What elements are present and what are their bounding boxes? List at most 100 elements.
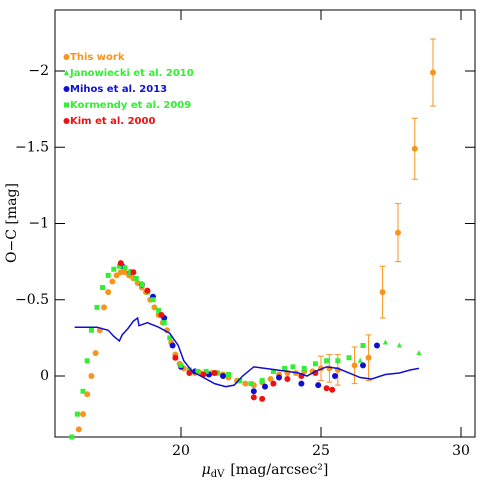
data-point xyxy=(351,362,358,369)
y-tick-label: −0.5 xyxy=(15,292,49,308)
data-point xyxy=(172,354,179,361)
data-point xyxy=(324,358,330,364)
data-point xyxy=(100,285,106,291)
legend-item: Kormendy et al. 2009 xyxy=(64,100,191,111)
data-point xyxy=(84,358,90,364)
y-tick-label: −1 xyxy=(28,216,49,232)
data-point xyxy=(284,376,291,383)
data-point xyxy=(290,364,296,370)
x-tick-label: 20 xyxy=(172,443,190,459)
x-label-unit: [mag/arcsec²] xyxy=(230,462,328,478)
y-axis-label: O−C [mag] xyxy=(4,183,20,263)
data-point xyxy=(329,386,336,393)
data-point xyxy=(220,373,226,379)
data-point xyxy=(150,297,156,303)
data-point xyxy=(139,282,145,287)
data-point xyxy=(80,411,86,418)
data-point xyxy=(270,380,277,387)
data-point xyxy=(122,265,128,271)
data-point xyxy=(158,312,165,318)
data-point xyxy=(411,145,418,152)
data-point xyxy=(84,391,91,398)
data-point xyxy=(144,287,151,294)
legend-label: Mihos et al. 2013 xyxy=(70,84,167,95)
data-point xyxy=(178,362,184,368)
y-tick-label: 0 xyxy=(40,368,49,384)
data-line xyxy=(74,316,420,388)
data-point xyxy=(282,365,288,371)
x-tick-label: 25 xyxy=(312,443,330,459)
data-point xyxy=(94,304,100,310)
data-point xyxy=(80,388,86,394)
data-point xyxy=(346,355,352,361)
data-point xyxy=(237,378,243,384)
data-point xyxy=(105,289,112,296)
data-point xyxy=(151,304,158,311)
data-point xyxy=(130,269,137,276)
x-label-symbol: μ xyxy=(202,462,211,478)
data-point xyxy=(360,343,366,348)
data-point xyxy=(92,350,99,357)
data-point xyxy=(262,383,268,390)
data-point xyxy=(122,269,128,276)
data-point xyxy=(156,307,162,313)
legend-label: Kormendy et al. 2009 xyxy=(70,100,191,111)
data-point xyxy=(332,373,338,379)
x-axis-label: μdV [mag/arcsec²] xyxy=(202,462,329,480)
data-point xyxy=(301,365,307,371)
y-tick-label: −1.5 xyxy=(15,139,49,155)
data-point xyxy=(298,380,305,387)
data-point xyxy=(117,260,124,267)
data-point xyxy=(109,278,116,285)
data-point xyxy=(357,357,363,363)
y-tick-label: −2 xyxy=(28,63,49,79)
data-point xyxy=(242,380,249,387)
legend-item: This work xyxy=(63,52,125,63)
data-point xyxy=(195,368,201,374)
legend-marker xyxy=(64,102,69,108)
legend-item: Kim et al. 2000 xyxy=(63,116,155,127)
data-point xyxy=(161,320,167,326)
data-point xyxy=(395,229,401,236)
data-point xyxy=(365,354,372,361)
legend-item: Mihos et al. 2013 xyxy=(63,84,167,95)
data-point xyxy=(335,358,341,364)
data-point xyxy=(416,350,422,356)
data-point xyxy=(374,342,380,349)
data-point xyxy=(259,378,265,384)
legend-label: This work xyxy=(70,52,125,63)
data-point xyxy=(74,411,80,417)
data-point xyxy=(101,304,107,311)
data-point xyxy=(105,272,111,278)
data-point xyxy=(396,342,402,348)
legend-label: Kim et al. 2000 xyxy=(70,116,155,127)
data-point xyxy=(259,395,266,402)
legend-marker xyxy=(63,54,70,60)
data-point xyxy=(133,275,139,281)
data-point xyxy=(167,335,173,341)
data-point xyxy=(226,371,232,377)
data-point xyxy=(315,382,322,389)
data-point xyxy=(88,327,94,333)
data-point xyxy=(169,342,176,349)
x-tick-label: 30 xyxy=(452,443,470,459)
data-point xyxy=(430,69,436,76)
legend-marker xyxy=(63,86,70,92)
data-point xyxy=(312,361,318,367)
data-point xyxy=(267,376,274,383)
data-point xyxy=(211,369,218,376)
data-point xyxy=(270,368,276,374)
data-point xyxy=(116,263,122,269)
data-point xyxy=(88,373,95,379)
legend-item: Janowiecki et al. 2010 xyxy=(64,68,194,79)
data-point xyxy=(111,266,117,272)
data-point xyxy=(186,369,193,376)
data-point xyxy=(203,368,209,374)
data-point xyxy=(250,388,257,395)
x-label-subscript: dV xyxy=(211,469,225,480)
data-point xyxy=(379,289,386,296)
data-point xyxy=(186,367,192,373)
legend-marker xyxy=(63,118,70,124)
data-point xyxy=(360,362,366,369)
